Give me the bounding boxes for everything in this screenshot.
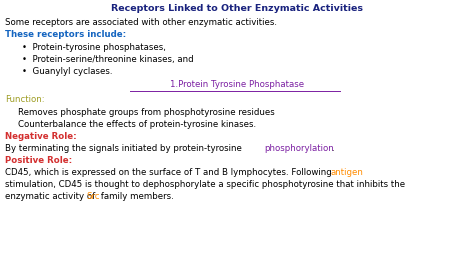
Text: stimulation, CD45 is thought to dephosphorylate a specific phosphotyrosine that : stimulation, CD45 is thought to dephosph… <box>5 180 405 189</box>
Text: These receptors include:: These receptors include: <box>5 30 126 39</box>
Text: Counterbalance the effects of protein-tyrosine kinases.: Counterbalance the effects of protein-ty… <box>18 120 256 129</box>
Text: antigen: antigen <box>331 168 364 177</box>
Text: Function:: Function: <box>5 95 45 104</box>
Text: CD45, which is expressed on the surface of T and B lymphocytes. Following: CD45, which is expressed on the surface … <box>5 168 335 177</box>
Text: Removes phosphate groups from phosphotyrosine residues: Removes phosphate groups from phosphotyr… <box>18 108 275 117</box>
Text: Receptors Linked to Other Enzymatic Activities: Receptors Linked to Other Enzymatic Acti… <box>111 4 363 13</box>
Text: •  Guanylyl cyclases.: • Guanylyl cyclases. <box>22 67 112 76</box>
Text: Src: Src <box>86 192 100 201</box>
Text: Negative Role:: Negative Role: <box>5 132 77 141</box>
Text: .: . <box>331 144 334 153</box>
Text: Some receptors are associated with other enzymatic activities.: Some receptors are associated with other… <box>5 18 277 27</box>
Text: 1.Protein Tyrosine Phosphatase: 1.Protein Tyrosine Phosphatase <box>170 80 304 89</box>
Text: •  Protein-serine/threonine kinases, and: • Protein-serine/threonine kinases, and <box>22 55 193 64</box>
Text: phosphorylation: phosphorylation <box>264 144 334 153</box>
Text: enzymatic activity of: enzymatic activity of <box>5 192 98 201</box>
Text: •  Protein-tyrosine phosphatases,: • Protein-tyrosine phosphatases, <box>22 43 166 52</box>
Text: By terminating the signals initiated by protein-tyrosine: By terminating the signals initiated by … <box>5 144 245 153</box>
Text: Positive Role:: Positive Role: <box>5 156 72 165</box>
Text: family members.: family members. <box>98 192 174 201</box>
